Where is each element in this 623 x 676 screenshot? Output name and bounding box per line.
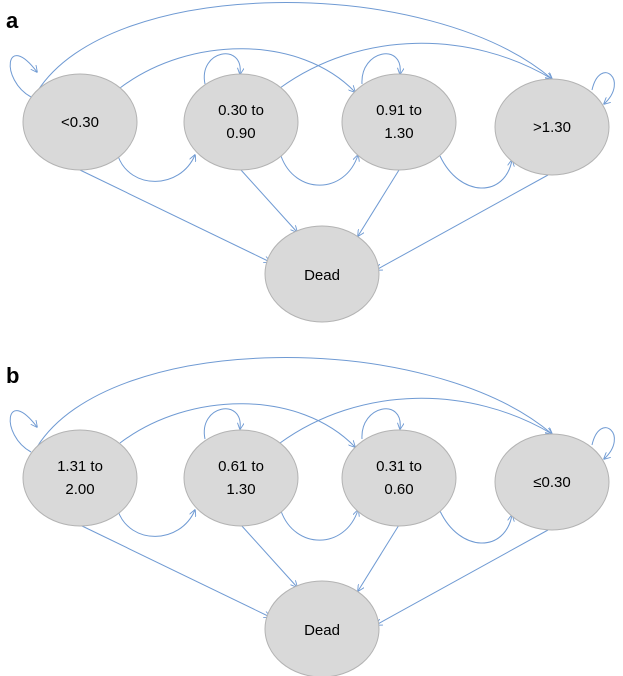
state-node-ellipse	[494, 78, 610, 176]
transition-edge	[119, 403, 355, 447]
to-dead-edge	[240, 524, 297, 587]
panel-a-state-3: 0.91 to 1.30	[341, 73, 457, 171]
self-loop-edge	[361, 408, 400, 440]
panel-b: b 1.31 to 2.00 0.61 to 1.30 0.31 to 0.60…	[6, 357, 615, 676]
transition-edge	[280, 510, 358, 541]
transition-edge	[36, 2, 552, 93]
state-label-line-1: 0.30 to	[218, 102, 264, 119]
transition-edge	[439, 155, 512, 189]
self-loop-edge	[591, 427, 615, 459]
to-dead-edge	[79, 169, 270, 262]
self-loop-edge	[9, 410, 37, 453]
panel-b-state-4: ≤0.30	[494, 433, 610, 531]
to-dead-edge	[376, 174, 549, 270]
state-label-line-2: 2.00	[65, 481, 94, 498]
self-loop-edge	[591, 72, 615, 104]
dead-label: Dead	[304, 267, 340, 284]
state-label-line-1: 0.61 to	[218, 458, 264, 475]
state-label-line-1: 0.91 to	[376, 102, 422, 119]
self-loop-edge	[361, 53, 400, 85]
panel-b-edges	[9, 357, 615, 625]
self-loop-edge	[203, 53, 240, 85]
state-node-ellipse	[341, 73, 457, 171]
state-label-line-2: 1.30	[226, 481, 255, 498]
to-dead-edge	[358, 524, 400, 591]
state-label-line-1: <0.30	[61, 114, 99, 131]
panel-a-state-1: <0.30	[22, 73, 138, 171]
panel-b-state-1: 1.31 to 2.00	[22, 429, 138, 527]
self-loop-edge	[203, 408, 240, 440]
self-loop-edge	[9, 55, 37, 98]
dead-node-ellipse	[264, 225, 380, 323]
state-label-line-2: 1.30	[384, 125, 413, 142]
transition-edge	[36, 357, 552, 448]
panel-a-label: a	[6, 8, 19, 33]
transition-edge	[280, 155, 358, 186]
panel-a-dead-state: Dead	[264, 225, 380, 323]
transition-edge	[279, 42, 552, 89]
to-dead-edge	[240, 169, 297, 232]
transition-edge	[117, 510, 195, 537]
state-node-ellipse	[22, 429, 138, 527]
state-node-ellipse	[341, 429, 457, 527]
to-dead-edge	[376, 529, 549, 625]
state-label-line-1: ≤0.30	[533, 474, 570, 491]
panel-b-dead-state: Dead	[264, 580, 380, 676]
state-node-ellipse	[183, 429, 299, 527]
state-label-line-1: 0.31 to	[376, 458, 422, 475]
transition-edge	[117, 155, 195, 182]
panel-a: a <0.30 0.30 to 0.90 0.91 to 1.30 >1.30 …	[6, 2, 615, 323]
to-dead-edge	[79, 524, 270, 617]
state-label-line-1: 1.31 to	[57, 458, 103, 475]
transition-edge	[119, 48, 355, 92]
state-label-line-2: 0.60	[384, 481, 413, 498]
transition-edge	[279, 397, 552, 444]
to-dead-edge	[358, 169, 400, 236]
dead-label: Dead	[304, 622, 340, 639]
state-label-line-1: >1.30	[533, 119, 571, 136]
panel-b-state-2: 0.61 to 1.30	[183, 429, 299, 527]
panel-a-state-4: >1.30	[494, 78, 610, 176]
state-label-line-2: 0.90	[226, 125, 255, 142]
state-node-ellipse	[183, 73, 299, 171]
panel-a-state-2: 0.30 to 0.90	[183, 73, 299, 171]
panel-a-edges	[9, 2, 615, 270]
state-node-ellipse	[494, 433, 610, 531]
transition-edge	[439, 510, 512, 544]
panel-b-label: b	[6, 363, 19, 388]
dead-node-ellipse	[264, 580, 380, 676]
state-node-ellipse	[22, 73, 138, 171]
panel-b-state-3: 0.31 to 0.60	[341, 429, 457, 527]
